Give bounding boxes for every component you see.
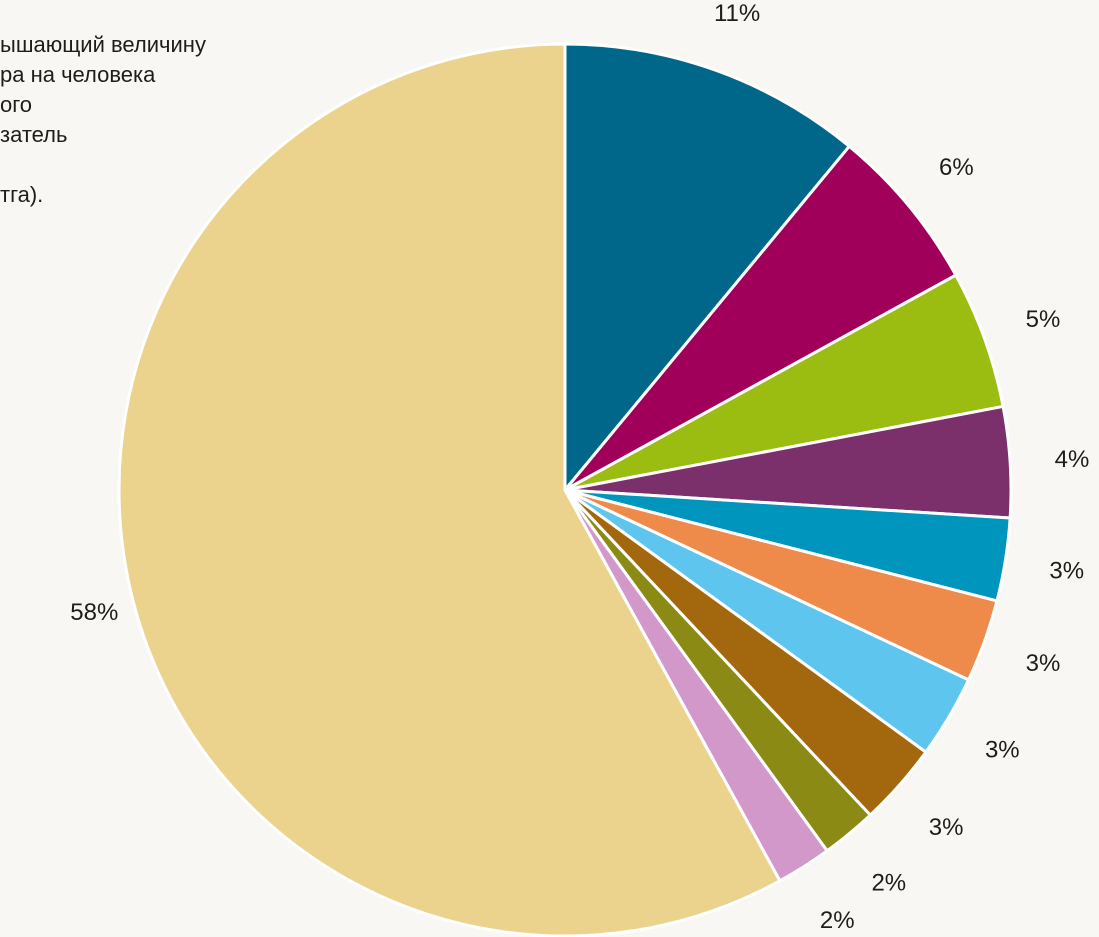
description-line: затель [0, 122, 68, 147]
slice-label: 3% [1026, 650, 1061, 677]
slice-label: 58% [70, 599, 118, 626]
slice-label: 6% [939, 154, 974, 181]
description-line: тга). [0, 182, 44, 207]
slice-label: 3% [985, 737, 1020, 764]
slice-label: 5% [1026, 306, 1061, 333]
description-line: ого [0, 92, 33, 117]
description-line: ра на человека [0, 62, 156, 87]
description-text: ышающий величину ра на человека ого зате… [0, 30, 206, 210]
pie-slice [563, 42, 851, 492]
pie-slice [117, 42, 782, 937]
slice-label: 2% [820, 907, 855, 934]
pie-slices [117, 42, 1013, 937]
slice-label: 4% [1055, 446, 1090, 473]
description-line: ышающий величину [0, 32, 206, 57]
pie-slice [563, 144, 958, 492]
slice-label: 11% [714, 0, 760, 27]
slice-label: 3% [1049, 558, 1084, 585]
slice-label: 3% [929, 814, 964, 841]
pie-labels: 11% 6% 5% 4% 3% 3% 3% 3% 2% 2% 58% [70, 0, 1089, 934]
slice-label: 2% [871, 869, 906, 896]
